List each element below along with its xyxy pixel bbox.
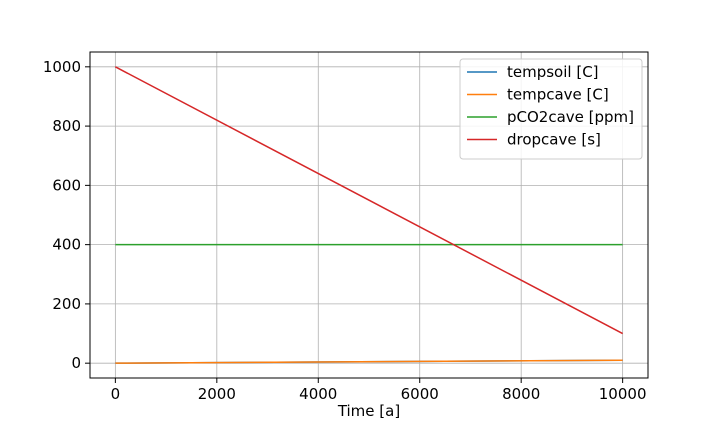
x-tick-label: 6000	[401, 385, 439, 403]
series-layer	[115, 66, 623, 364]
legend: tempsoil [C] tempcave [C] pCO2cave [ppm] dr…	[459, 58, 643, 160]
x-tick-label: 10000	[599, 385, 647, 403]
x-axis: 0 2000 4000 6000 8000 10000	[111, 378, 647, 403]
series-line-4	[115, 66, 623, 335]
x-tick-label: 0	[111, 385, 121, 403]
y-axis: 0 200 400 600 800 1000	[43, 58, 90, 372]
series-line-2	[115, 359, 623, 364]
y-tick-label: 800	[52, 117, 81, 135]
legend-entry: tempcave [C]	[507, 86, 609, 104]
x-tick-label: 8000	[502, 385, 540, 403]
legend-box	[459, 58, 643, 160]
y-tick-label: 0	[71, 354, 81, 372]
x-axis-label: Time [a]	[337, 402, 400, 420]
legend-entry: dropcave [s]	[507, 131, 601, 149]
x-tick-label: 4000	[299, 385, 337, 403]
y-tick-label: 1000	[43, 58, 81, 76]
y-tick-label: 200	[52, 295, 81, 313]
plot-frame	[89, 51, 649, 379]
legend-entry: tempsoil [C]	[507, 63, 599, 81]
y-tick-label: 600	[52, 176, 81, 194]
y-tick-label: 400	[52, 236, 81, 254]
x-tick-label: 2000	[198, 385, 236, 403]
legend-entry: pCO2cave [ppm]	[507, 108, 634, 126]
